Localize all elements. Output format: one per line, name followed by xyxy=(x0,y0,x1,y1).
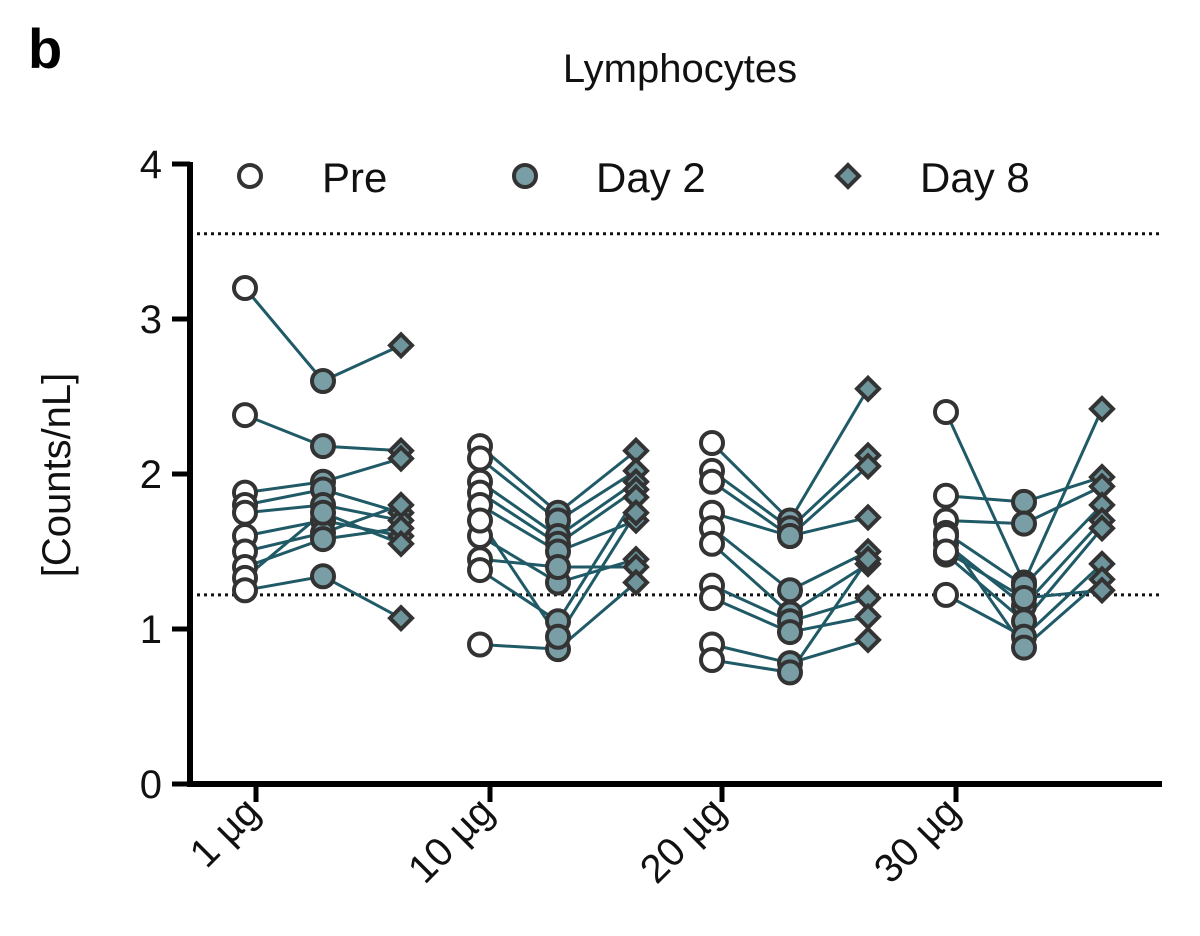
point-1-9-day8 xyxy=(387,529,415,558)
point-1-1-pre xyxy=(232,275,258,301)
point-1-8-day2 xyxy=(310,526,336,553)
point-3-6-pre xyxy=(699,530,725,557)
y-axis-label: [Counts/nL] xyxy=(35,373,79,578)
legend-label-pre: Pre xyxy=(322,154,387,201)
point-2-9-pre xyxy=(467,631,493,658)
point-2-10-day8 xyxy=(622,498,650,527)
x-tick-label-3: 20 µg xyxy=(632,789,734,891)
group-4 xyxy=(933,395,1116,661)
subject-line-1-1 xyxy=(243,287,402,383)
point-2-2-pre xyxy=(467,445,493,472)
point-1-2-day2 xyxy=(310,433,336,460)
y-tick-label-4: 4 xyxy=(140,143,162,187)
x-tick-label-2: 10 µg xyxy=(400,789,502,891)
panel-label: b xyxy=(28,17,62,80)
point-3-3-pre xyxy=(699,468,725,495)
point-4-9-day2 xyxy=(1011,585,1037,611)
point-4-1-pre xyxy=(933,399,959,425)
point-2-10-day2 xyxy=(545,623,571,650)
y-tick-label-0: 0 xyxy=(140,763,162,807)
point-4-9-pre xyxy=(933,538,959,565)
point-3-10-pre xyxy=(699,647,725,673)
point-1-10-day8 xyxy=(387,604,415,632)
x-tick-label-4: 30 µg xyxy=(866,789,968,891)
point-4-2-day2 xyxy=(1011,488,1037,515)
point-4-1-day8 xyxy=(1088,395,1116,423)
legend-label-day-8: Day 8 xyxy=(920,154,1030,201)
legend-marker-day-2 xyxy=(512,163,538,189)
point-1-3-day8 xyxy=(387,444,415,473)
point-1-2-pre xyxy=(232,402,258,429)
point-3-9-day8 xyxy=(854,626,882,654)
group-3 xyxy=(699,374,882,686)
point-1-10-day2 xyxy=(310,563,336,590)
y-tick-label-2: 2 xyxy=(140,453,162,497)
point-4-8-day2 xyxy=(1011,634,1037,661)
point-2-8-pre xyxy=(467,557,493,584)
point-3-5-day2 xyxy=(777,577,803,604)
point-3-10-day8 xyxy=(854,545,882,574)
subject-line-3-1 xyxy=(710,387,870,523)
legend-marker-day-8 xyxy=(834,162,862,190)
point-3-4-day2 xyxy=(777,523,803,549)
point-1-5-pre xyxy=(232,499,258,526)
point-1-10-pre xyxy=(232,577,258,604)
point-3-8-pre xyxy=(699,585,725,611)
point-2-10-pre xyxy=(467,507,493,534)
point-3-1-day8 xyxy=(854,374,882,403)
group-2 xyxy=(467,433,650,663)
point-2-9-day8 xyxy=(622,568,650,597)
point-3-4-day8 xyxy=(854,503,882,532)
point-2-7-day2 xyxy=(545,554,571,580)
point-4-9-day8 xyxy=(1088,576,1116,605)
point-3-3-day8 xyxy=(854,452,882,481)
legend-label-day-2: Day 2 xyxy=(596,154,706,201)
point-1-9-day2 xyxy=(310,499,336,526)
group-1 xyxy=(232,275,415,632)
point-4-2-pre xyxy=(933,482,959,509)
point-3-10-day2 xyxy=(777,659,803,686)
point-4-6-day8 xyxy=(1088,514,1116,543)
point-3-1-pre xyxy=(699,430,725,456)
legend-marker-pre xyxy=(237,163,263,189)
y-tick-label-1: 1 xyxy=(140,608,162,652)
point-1-1-day8 xyxy=(387,331,415,360)
point-4-7-pre xyxy=(933,581,959,608)
point-3-8-day8 xyxy=(854,602,882,631)
y-tick-label-3: 3 xyxy=(140,298,162,342)
point-4-3-day2 xyxy=(1011,510,1037,537)
point-1-1-day2 xyxy=(310,368,336,394)
point-3-8-day2 xyxy=(777,619,803,646)
chart-title: Lymphocytes xyxy=(563,47,797,91)
x-tick-label-1: 1 µg xyxy=(182,789,269,876)
